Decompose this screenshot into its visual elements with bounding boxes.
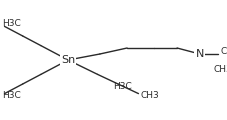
- Text: H3C: H3C: [2, 19, 21, 29]
- Text: Sn: Sn: [61, 55, 75, 65]
- Text: CH3: CH3: [220, 47, 227, 56]
- Text: CH3: CH3: [141, 91, 160, 101]
- Text: CH3: CH3: [213, 65, 227, 74]
- Text: N: N: [196, 49, 204, 59]
- Text: H3C: H3C: [114, 82, 132, 91]
- Text: H3C: H3C: [2, 91, 21, 101]
